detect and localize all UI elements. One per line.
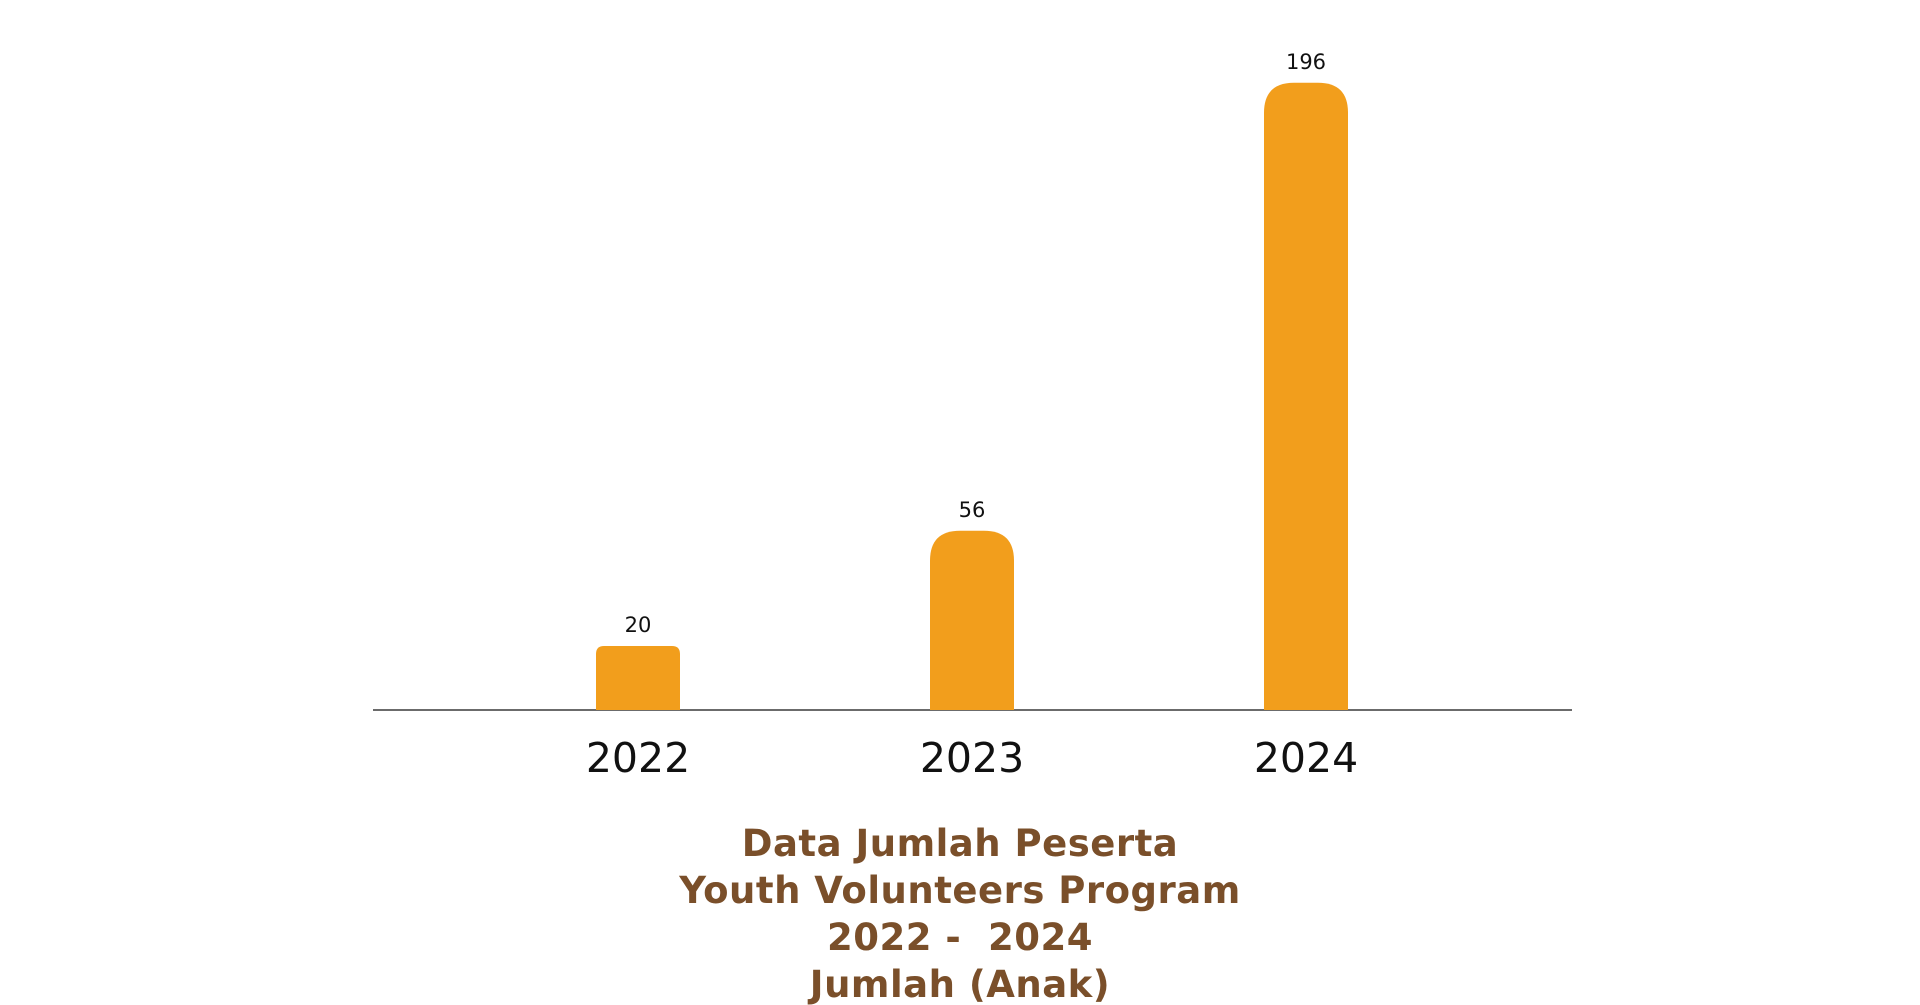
bar-2022: [596, 646, 680, 710]
title-line-1: Data Jumlah Peserta: [741, 822, 1179, 865]
data-label-2022: 20: [625, 613, 652, 637]
x-tick-label-2023: 2023: [920, 734, 1024, 782]
x-tick-label-2022: 2022: [586, 734, 690, 782]
chart-title: Data Jumlah Peserta Youth Volunteers Pro…: [0, 820, 1920, 1005]
title-line-2: Youth Volunteers Program: [679, 869, 1241, 912]
title-line-4: Jumlah (Anak): [809, 963, 1111, 1005]
bars-group: [596, 82, 1348, 711]
data-label-2023: 56: [959, 498, 986, 522]
bar-2023: [930, 530, 1014, 710]
x-tick-labels-group: 2022 2023 2024: [586, 734, 1358, 782]
title-line-3: 2022 - 2024: [827, 916, 1093, 959]
data-labels-group: 20 56 196: [625, 50, 1326, 637]
data-label-2024: 196: [1286, 50, 1326, 74]
x-tick-label-2024: 2024: [1254, 734, 1358, 782]
bar-2024: [1264, 82, 1348, 711]
